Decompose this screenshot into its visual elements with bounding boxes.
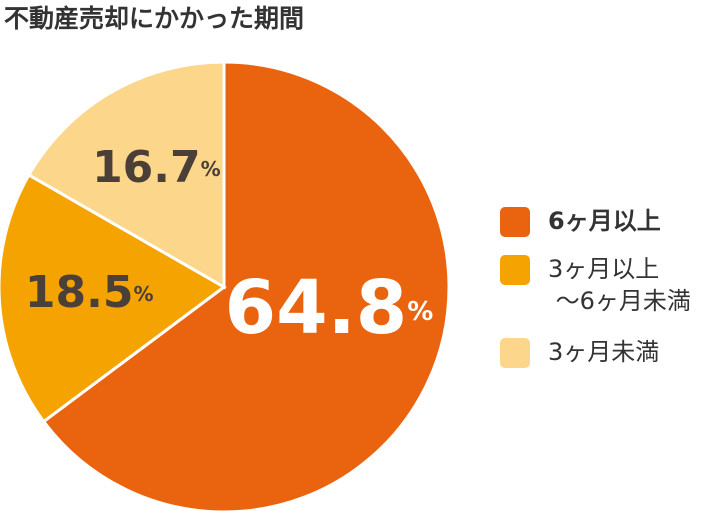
pie-slice [41, 60, 451, 511]
data-label: 16.7% [92, 142, 221, 193]
legend-label: 3ヶ月以上 〜6ヶ月未満 [548, 255, 691, 315]
data-label: 64.8% [225, 265, 434, 351]
legend-label: 3ヶ月未満 [548, 338, 659, 366]
data-label: 18.5% [25, 267, 154, 318]
chart-title: 不動産売却にかかった期間 [4, 4, 304, 33]
legend-swatch [500, 207, 530, 237]
pie-slice [0, 172, 227, 424]
pie-slice [26, 60, 226, 290]
legend-swatch [500, 255, 530, 285]
legend-swatch [500, 338, 530, 368]
legend-label: 6ヶ月以上 [548, 207, 661, 235]
